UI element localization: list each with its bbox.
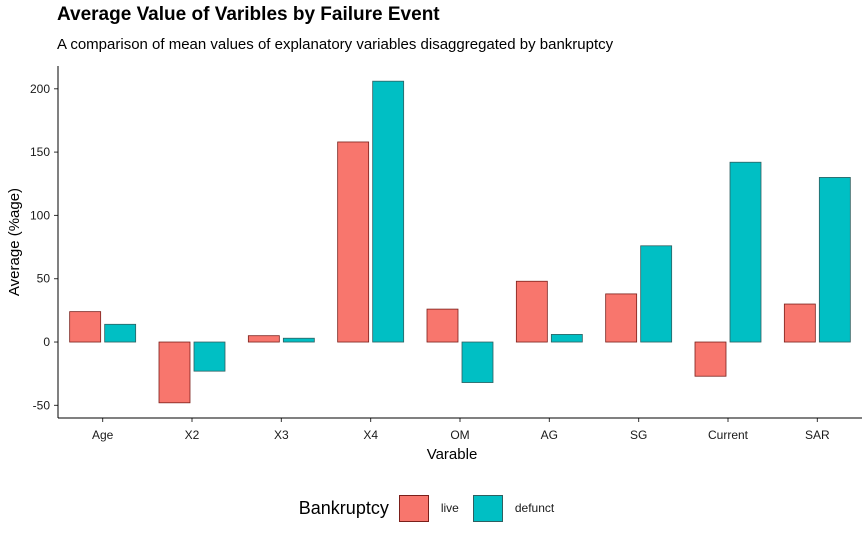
legend-item-defunct: defunct (472, 494, 555, 522)
bar-live-sg (605, 293, 638, 343)
x-tick-label: OM (450, 428, 469, 442)
bar-live-sar (783, 303, 816, 343)
x-tick-label: X4 (363, 428, 378, 442)
x-tick-label: SG (630, 428, 647, 442)
bar-live-age (69, 311, 102, 343)
legend-label-defunct: defunct (514, 501, 555, 515)
bar-defunct-x2 (193, 341, 226, 372)
bar-defunct-age (104, 323, 137, 343)
bar-defunct-sar (818, 177, 851, 343)
bar-defunct-current (729, 161, 762, 343)
bar-defunct-x4 (372, 80, 405, 343)
bar-live-x3 (247, 335, 280, 343)
y-tick-label: 50 (37, 272, 51, 286)
x-tick-label: AG (541, 428, 558, 442)
y-axis-ticks: -50 0 50 100 150 200 (30, 82, 58, 412)
bar-chart: -50 0 50 100 150 200 Age X2 X3 X4 OM AG SG Current SA… (6, 66, 862, 463)
bar-defunct-x3 (282, 337, 315, 343)
bar-live-x2 (158, 341, 191, 404)
y-tick-label: -50 (33, 398, 51, 412)
bar-defunct-om (461, 341, 494, 383)
x-tick-label: Age (92, 428, 114, 442)
legend-swatch-defunct (472, 494, 503, 522)
chart-title: Average Value of Varibles by Failure Eve… (57, 4, 440, 25)
legend-title: Bankruptcy (298, 497, 389, 518)
bar-live-current (694, 341, 727, 377)
y-tick-label: 100 (30, 208, 50, 222)
bar-defunct-ag (550, 334, 583, 343)
bar-live-ag (515, 280, 548, 343)
y-tick-label: 150 (30, 145, 50, 159)
legend-swatch-live (398, 494, 429, 522)
x-tick-label: X2 (185, 428, 200, 442)
bar-defunct-sg (640, 245, 673, 343)
chart-subtitle: A comparison of mean values of explanato… (57, 36, 614, 53)
y-axis-label: Average (%age) (6, 188, 23, 296)
legend-item-live: live (398, 494, 459, 522)
legend-label-live: live (440, 501, 459, 515)
bars (69, 80, 851, 404)
bar-live-x4 (337, 141, 370, 343)
x-axis-ticks: Age X2 X3 X4 OM AG SG Current SAR (92, 418, 830, 442)
x-axis-label: Varable (427, 446, 478, 463)
bar-live-om (426, 308, 459, 343)
x-tick-label: Current (708, 428, 749, 442)
y-tick-label: 200 (30, 82, 50, 96)
x-tick-label: SAR (805, 428, 830, 442)
x-tick-label: X3 (274, 428, 289, 442)
y-tick-label: 0 (43, 335, 50, 349)
legend: Bankruptcy live defunct (0, 490, 867, 526)
